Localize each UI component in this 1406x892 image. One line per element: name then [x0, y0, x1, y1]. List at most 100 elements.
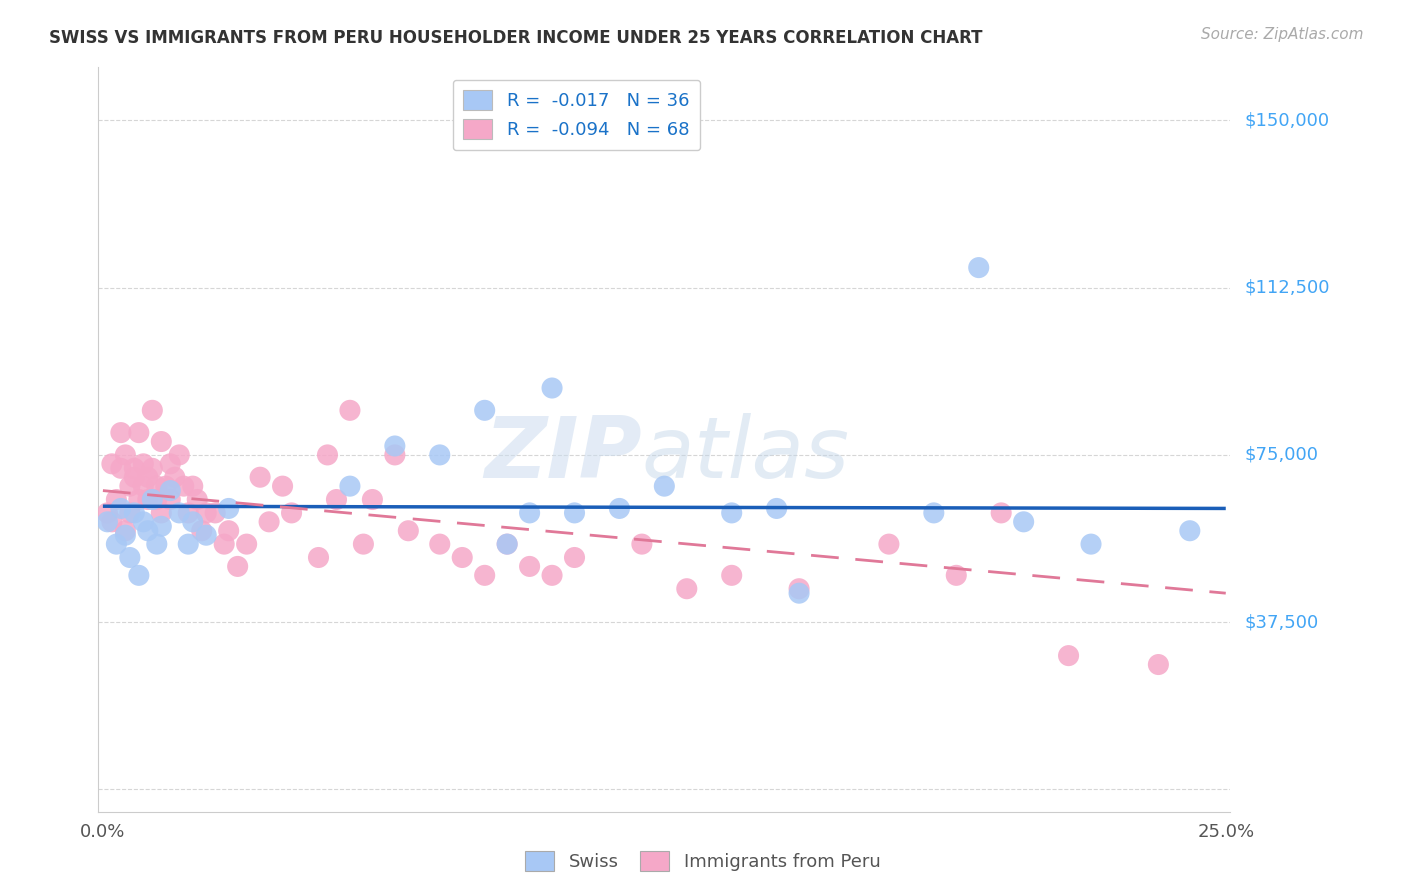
Point — [218, 524, 240, 538]
Text: Source: ZipAtlas.com: Source: ZipAtlas.com — [1201, 27, 1364, 42]
Point — [159, 457, 181, 471]
Point — [990, 506, 1012, 520]
Point — [631, 537, 654, 551]
Point — [325, 492, 347, 507]
Point — [451, 550, 474, 565]
Point — [169, 448, 191, 462]
Point — [136, 524, 159, 538]
Point — [118, 550, 141, 565]
Point — [720, 506, 742, 520]
Point — [1012, 515, 1035, 529]
Point — [195, 506, 218, 520]
Point — [110, 501, 132, 516]
Point — [339, 479, 361, 493]
Point — [384, 439, 406, 453]
Point — [141, 461, 163, 475]
Point — [787, 586, 810, 600]
Point — [101, 515, 124, 529]
Legend: R =  -0.017   N = 36, R =  -0.094   N = 68: R = -0.017 N = 36, R = -0.094 N = 68 — [453, 79, 700, 150]
Point — [132, 479, 155, 493]
Point — [519, 559, 541, 574]
Point — [136, 492, 159, 507]
Point — [541, 568, 564, 582]
Point — [128, 568, 150, 582]
Point — [675, 582, 697, 596]
Point — [339, 403, 361, 417]
Point — [720, 568, 742, 582]
Point — [496, 537, 519, 551]
Point — [190, 524, 212, 538]
Point — [110, 461, 132, 475]
Point — [429, 537, 451, 551]
Legend: Swiss, Immigrants from Peru: Swiss, Immigrants from Peru — [519, 844, 887, 879]
Point — [169, 506, 191, 520]
Point — [132, 457, 155, 471]
Point — [128, 425, 150, 440]
Point — [877, 537, 900, 551]
Text: $75,000: $75,000 — [1244, 446, 1319, 464]
Text: $150,000: $150,000 — [1244, 112, 1329, 129]
Point — [257, 515, 280, 529]
Point — [249, 470, 271, 484]
Point — [352, 537, 374, 551]
Point — [564, 550, 586, 565]
Point — [195, 528, 218, 542]
Text: $112,500: $112,500 — [1244, 278, 1330, 297]
Point — [118, 506, 141, 520]
Point — [787, 582, 810, 596]
Point — [155, 479, 177, 493]
Point — [118, 479, 141, 493]
Point — [114, 528, 136, 542]
Text: atlas: atlas — [641, 413, 849, 496]
Point — [1178, 524, 1201, 538]
Point — [163, 470, 186, 484]
Point — [141, 403, 163, 417]
Point — [235, 537, 257, 551]
Point — [96, 506, 118, 520]
Point — [361, 492, 384, 507]
Point — [1147, 657, 1170, 672]
Point — [212, 537, 235, 551]
Point — [96, 515, 118, 529]
Text: ZIP: ZIP — [484, 413, 641, 496]
Point — [150, 519, 173, 533]
Point — [114, 524, 136, 538]
Point — [1057, 648, 1080, 663]
Point — [150, 506, 173, 520]
Point — [146, 492, 169, 507]
Point — [114, 448, 136, 462]
Point — [181, 479, 204, 493]
Point — [945, 568, 967, 582]
Point — [124, 461, 146, 475]
Point — [181, 515, 204, 529]
Text: SWISS VS IMMIGRANTS FROM PERU HOUSEHOLDER INCOME UNDER 25 YEARS CORRELATION CHAR: SWISS VS IMMIGRANTS FROM PERU HOUSEHOLDE… — [49, 29, 983, 46]
Point — [609, 501, 631, 516]
Point — [396, 524, 419, 538]
Point — [177, 506, 200, 520]
Point — [128, 492, 150, 507]
Point — [316, 448, 339, 462]
Point — [967, 260, 990, 275]
Point — [652, 479, 676, 493]
Point — [186, 492, 208, 507]
Point — [159, 483, 181, 498]
Point — [474, 403, 496, 417]
Point — [384, 448, 406, 462]
Point — [541, 381, 564, 395]
Point — [308, 550, 330, 565]
Point — [218, 501, 240, 516]
Point — [105, 537, 128, 551]
Point — [564, 506, 586, 520]
Point — [110, 425, 132, 440]
Point — [146, 479, 169, 493]
Point — [177, 537, 200, 551]
Point — [124, 506, 146, 520]
Point — [474, 568, 496, 582]
Point — [226, 559, 249, 574]
Point — [271, 479, 294, 493]
Point — [105, 492, 128, 507]
Point — [124, 470, 146, 484]
Text: $37,500: $37,500 — [1244, 613, 1319, 632]
Point — [141, 492, 163, 507]
Point — [765, 501, 787, 516]
